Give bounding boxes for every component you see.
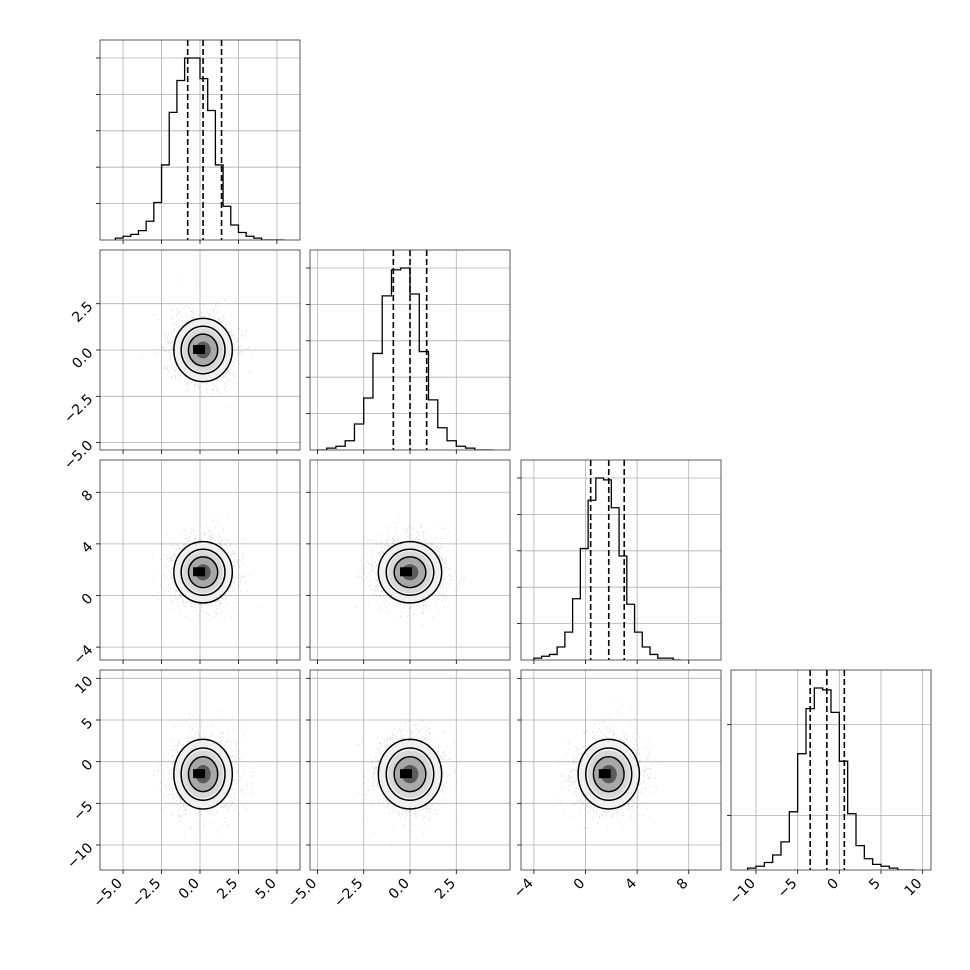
histogram-3 <box>747 687 915 870</box>
y-tick-label-3-2: 0 <box>79 757 97 775</box>
scatter-points-2-0 <box>151 514 260 622</box>
hist-panel-2 <box>517 459 722 664</box>
scatter-points-3-2 <box>558 700 659 830</box>
y-tick-label-1-3: 2.5 <box>69 299 96 326</box>
contour-3-0-2 <box>180 747 226 802</box>
scatter-points-2-1 <box>349 514 466 627</box>
contour-3-2-3 <box>577 738 641 810</box>
contour-3-0-3 <box>173 738 234 810</box>
scatter-panel-1-0: −5.0 −2.5 0.0 2.5 <box>61 249 301 473</box>
contour-3-2-1 <box>592 756 625 793</box>
contour-2-1-2 <box>385 548 435 596</box>
x-tick-label-3-3: 5 <box>866 876 884 894</box>
y-tick-label-2-0: −4 <box>70 642 96 668</box>
histogram-0 <box>114 57 285 240</box>
frame-2-2 <box>520 459 722 661</box>
hist-panel-0 <box>96 39 301 244</box>
x-tick-label-1-1: −2.5 <box>331 876 366 911</box>
density-peak-3-0 <box>193 769 206 779</box>
contour-1-0-3 <box>173 317 234 383</box>
y-tick-label-3-4: 10 <box>72 673 96 697</box>
x-tick-label-1-3: 2.5 <box>432 876 459 903</box>
y-tick-label-2-3: 8 <box>79 487 97 505</box>
histogram-2 <box>533 477 681 660</box>
x-tick-label-3-4: 10 <box>902 876 926 900</box>
scatter-panel-3-2: −4 0 4 8 <box>511 669 722 901</box>
scatter-points-3-1 <box>356 717 465 846</box>
x-tick-label-2-3: 8 <box>674 876 692 894</box>
x-tick-label-1-2: 0.0 <box>386 876 413 903</box>
contour-3-1-2 <box>385 747 435 802</box>
frame-3-2 <box>520 669 722 871</box>
scatter-points-1-0 <box>141 279 254 408</box>
scatter-points-3-0 <box>152 710 255 845</box>
x-tick-label-0-3: 2.5 <box>214 876 241 903</box>
contour-3-2-2 <box>585 747 633 802</box>
frame-3-3 <box>730 669 932 871</box>
contour-1-0-1 <box>187 333 219 367</box>
contour-2-1-1 <box>393 556 427 589</box>
scatter-panel-2-0: −4 0 4 8 <box>70 459 301 668</box>
contour-3-1-1 <box>393 756 427 793</box>
y-tick-label-3-1: −5 <box>70 798 96 824</box>
y-tick-label-1-1: −2.5 <box>61 391 96 426</box>
contour-2-0-1 <box>187 556 219 589</box>
x-tick-label-0-2: 0.0 <box>176 876 203 903</box>
x-tick-label-3-2: 0 <box>825 876 843 894</box>
x-tick-label-3-0: −10 <box>727 876 759 908</box>
x-tick-label-2-1: 0 <box>571 876 589 894</box>
density-peak-3-2 <box>598 769 611 779</box>
hist-panel-1 <box>306 249 511 454</box>
scatter-panel-3-0: −5.0 −2.5 0.0 2.5 5.0 −10 −5 0 5 10 <box>64 669 301 911</box>
x-tick-label-0-1: −2.5 <box>129 876 164 911</box>
contour-2-0-3 <box>173 540 234 604</box>
density-peak-2-1 <box>400 567 412 577</box>
x-tick-label-2-2: 4 <box>622 875 640 893</box>
histogram-1 <box>317 267 494 450</box>
density-peak-3-1 <box>400 769 412 779</box>
x-tick-label-3-1: −5 <box>775 876 801 902</box>
y-tick-label-1-0: −5.0 <box>61 438 96 473</box>
y-tick-label-3-3: 5 <box>79 715 97 733</box>
y-tick-label-2-1: 0 <box>79 591 97 609</box>
contour-2-0-2 <box>180 548 226 596</box>
x-tick-label-2-0: −4 <box>511 875 537 901</box>
density-peak-1-0 <box>193 345 206 354</box>
scatter-panel-2-1 <box>306 459 511 664</box>
density-peak-2-0 <box>193 567 206 577</box>
x-tick-label-1-0: −5.0 <box>285 876 320 911</box>
y-tick-label-3-0: −10 <box>64 840 96 872</box>
hist-panel-3: −10 −5 0 5 10 <box>727 669 932 908</box>
contour-1-0-2 <box>180 325 226 375</box>
x-tick-label-0-0: −5.0 <box>91 876 126 911</box>
y-tick-label-1-2: 0.0 <box>69 345 96 372</box>
y-tick-label-2-2: 4 <box>79 539 97 557</box>
contour-3-0-1 <box>187 756 219 793</box>
contour-2-1-3 <box>377 540 443 604</box>
scatter-panel-3-1: −5.0 −2.5 0.0 2.5 <box>285 669 511 911</box>
contour-3-1-3 <box>377 738 443 810</box>
x-tick-label-0-4: 5.0 <box>253 876 280 903</box>
